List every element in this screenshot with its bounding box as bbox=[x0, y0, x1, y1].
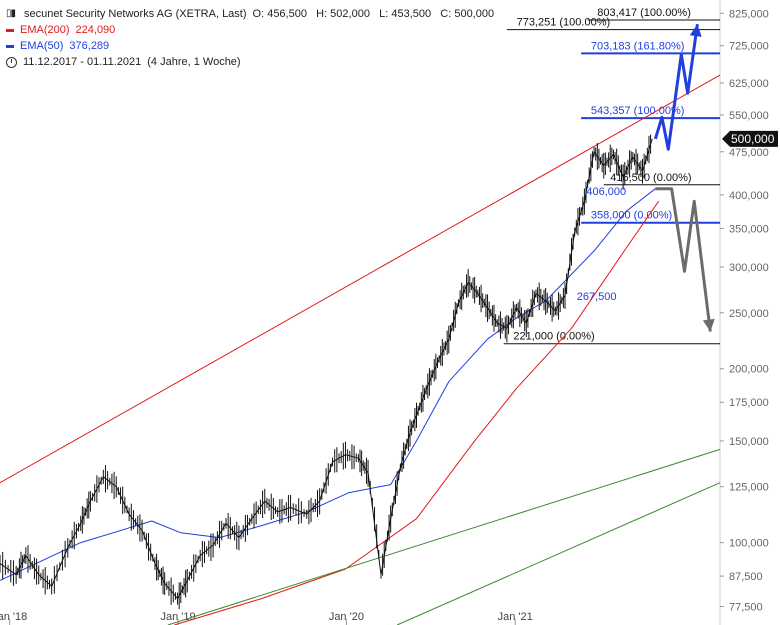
fib-level-label: 803,417 (100.00%) bbox=[597, 7, 691, 19]
y-tick-label: 150,000 bbox=[729, 436, 769, 448]
ohlc-values: O: 456,500 H: 502,000 L: 453,500 C: 500,… bbox=[252, 8, 495, 20]
last-price-badge bbox=[722, 130, 778, 147]
x-tick-label: Jan '18 bbox=[0, 611, 27, 623]
fib-level-label: 703,183 (161.80%) bbox=[591, 40, 685, 52]
price-annotation: 267,500 bbox=[577, 291, 617, 303]
x-tick-label: Jan '20 bbox=[329, 611, 364, 623]
fib-level-label: 358,000 (0.00%) bbox=[591, 210, 672, 222]
bearish-scenario-path bbox=[655, 187, 712, 332]
bullish-arrow-head bbox=[689, 24, 702, 37]
trend-green-lower-line bbox=[396, 482, 721, 625]
y-tick-label: 350,000 bbox=[729, 223, 769, 235]
ema200-swatch bbox=[6, 28, 14, 32]
date-range-detail: (4 Jahre, 1 Woche) bbox=[147, 56, 241, 68]
chart-header: ▯▮ secunet Security Networks AG (XETRA, … bbox=[6, 6, 500, 70]
y-tick-label: 475,000 bbox=[729, 147, 769, 159]
clock-icon bbox=[6, 56, 17, 68]
y-tick-label: 175,000 bbox=[729, 397, 769, 409]
last-price-label: 500,000 bbox=[731, 132, 775, 146]
ema50-swatch bbox=[6, 44, 14, 48]
x-tick-label: Jan '19 bbox=[160, 611, 195, 623]
title-row: ▯▮ secunet Security Networks AG (XETRA, … bbox=[6, 6, 500, 22]
range-row: 11.12.2017 - 01.11.2021 (4 Jahre, 1 Woch… bbox=[6, 54, 500, 70]
y-tick-label: 550,000 bbox=[729, 110, 769, 122]
trend-green-upper-line bbox=[167, 448, 721, 625]
y-tick-label: 200,000 bbox=[729, 364, 769, 376]
y-tick-label: 77,500 bbox=[729, 602, 763, 614]
ema-200--line bbox=[174, 200, 660, 625]
y-tick-label: 400,000 bbox=[729, 190, 769, 202]
ema-50--line bbox=[0, 188, 656, 581]
ema50-value: 376,289 bbox=[69, 40, 110, 52]
date-range: 11.12.2017 - 01.11.2021 bbox=[23, 56, 142, 68]
price-line bbox=[0, 138, 653, 600]
bullish-scenario-path bbox=[653, 23, 699, 151]
fib-level-label: 773,251 (100.00%) bbox=[517, 17, 611, 29]
x-tick-label: Jan '21 bbox=[498, 611, 533, 623]
y-tick-label: 125,000 bbox=[729, 482, 769, 494]
fib-level-label: 221,000 (0.00%) bbox=[513, 331, 594, 343]
candlestick-icon: ▯▮ bbox=[6, 8, 16, 19]
bearish-arrow-head bbox=[702, 318, 715, 332]
ema50-legend: EMA(50) 376,289 bbox=[6, 38, 500, 54]
ema200-legend: EMA(200) 224,090 bbox=[6, 22, 500, 38]
y-tick-label: 725,000 bbox=[729, 41, 769, 53]
security-title: secunet Security Networks AG (XETRA, Las… bbox=[24, 8, 247, 20]
ema50-name: EMA(50) bbox=[20, 40, 64, 52]
y-tick-label: 300,000 bbox=[729, 262, 769, 274]
ema200-name: EMA(200) bbox=[20, 24, 70, 36]
y-tick-label: 100,000 bbox=[729, 538, 769, 550]
ema200-value: 224,090 bbox=[75, 24, 116, 36]
y-tick-label: 625,000 bbox=[729, 78, 769, 90]
fib-level-label: 416,500 (0.00%) bbox=[610, 172, 691, 184]
y-tick-label: 87,500 bbox=[729, 571, 763, 583]
trend-red-line bbox=[0, 74, 721, 484]
y-tick-label: 825,000 bbox=[729, 8, 769, 20]
price-annotation: 406,000 bbox=[586, 186, 626, 198]
fib-level-label: 543,357 (100.00%) bbox=[591, 105, 685, 117]
y-tick-label: 250,000 bbox=[729, 308, 769, 320]
